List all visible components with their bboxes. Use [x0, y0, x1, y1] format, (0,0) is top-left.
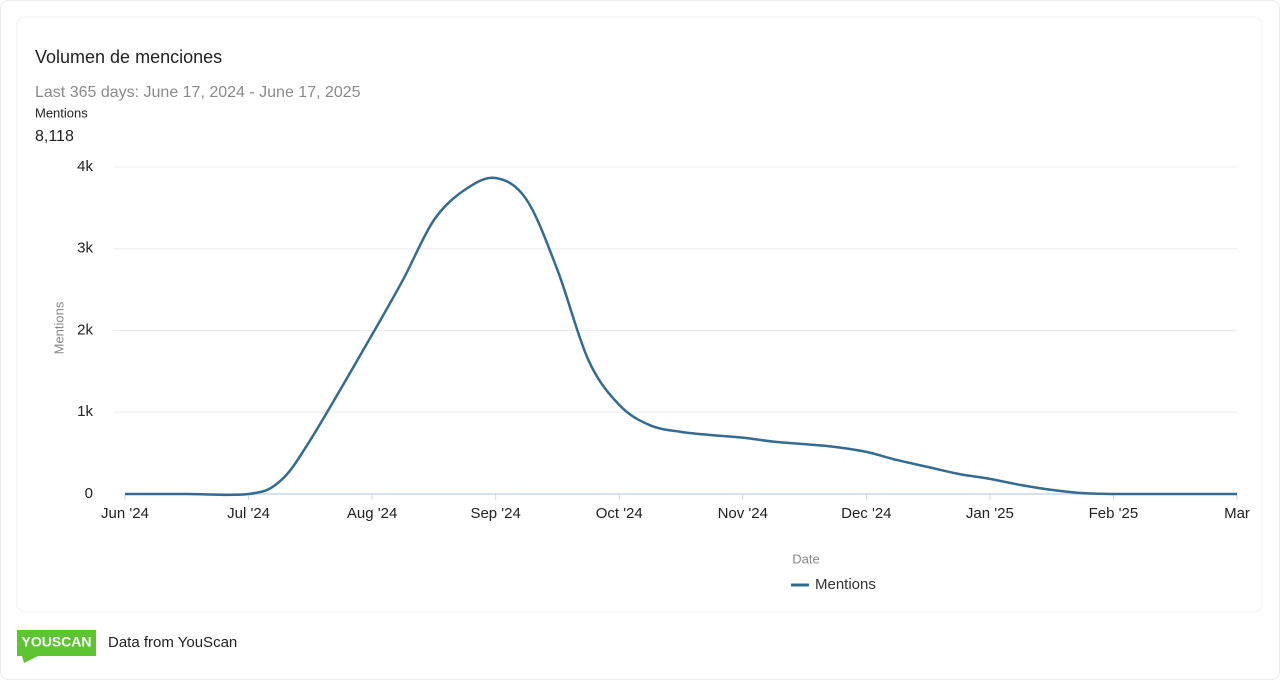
y-tick-label: 0	[85, 485, 93, 502]
y-tick-label: 4k	[77, 158, 93, 175]
y-tick-label: 1k	[77, 403, 93, 420]
summary-value: 8,118	[35, 128, 74, 145]
chart-subtitle: Last 365 days: June 17, 2024 - June 17, …	[35, 84, 361, 101]
x-tick-label: Mar	[1224, 505, 1250, 522]
x-tick-label: Aug '24	[347, 505, 397, 522]
x-tick-label: Jan '25	[966, 505, 1014, 522]
x-tick-label: Nov '24	[718, 505, 768, 522]
x-axis-title: Date	[792, 551, 819, 566]
legend-label[interactable]: Mentions	[815, 576, 876, 593]
x-tick-label: Feb '25	[1089, 505, 1139, 522]
summary-label: Mentions	[35, 105, 88, 120]
logo-box	[17, 630, 96, 656]
logo-tail	[22, 656, 38, 663]
y-tick-label: 2k	[77, 321, 93, 338]
y-tick-label: 3k	[77, 240, 93, 257]
x-tick-label: Jul '24	[227, 505, 270, 522]
card	[16, 16, 1263, 613]
x-tick-label: Jun '24	[101, 505, 149, 522]
chart-title: Volumen de menciones	[35, 47, 222, 67]
series-line	[125, 176, 1237, 497]
x-tick-label: Sep '24	[470, 505, 520, 522]
y-axis-title: Mentions	[51, 301, 66, 354]
x-tick-label: Oct '24	[596, 505, 643, 522]
footer-text: Data from YouScan	[108, 634, 237, 651]
logo-text: YOUSCAN	[21, 634, 91, 650]
x-tick-label: Dec '24	[841, 505, 891, 522]
